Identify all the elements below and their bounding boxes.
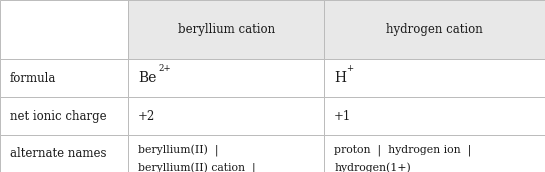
Bar xyxy=(0,0,128,59)
Text: +2: +2 xyxy=(138,110,155,123)
Text: alternate names: alternate names xyxy=(10,147,106,160)
Text: beryllium(II)  |: beryllium(II) | xyxy=(138,144,219,157)
Text: hydrogen(1+): hydrogen(1+) xyxy=(334,163,411,172)
Bar xyxy=(0,97,128,135)
Bar xyxy=(324,97,545,135)
Text: beryllium(II) cation  |: beryllium(II) cation | xyxy=(138,163,256,172)
Bar xyxy=(0,59,128,97)
Text: beryllium cation: beryllium cation xyxy=(178,23,275,36)
Text: proton  |  hydrogen ion  |: proton | hydrogen ion | xyxy=(334,144,471,156)
Bar xyxy=(324,135,545,172)
Text: H: H xyxy=(334,71,346,85)
Bar xyxy=(128,97,324,135)
Text: Be: Be xyxy=(138,71,156,85)
Bar xyxy=(0,135,128,172)
Text: hydrogen cation: hydrogen cation xyxy=(386,23,483,36)
Bar xyxy=(128,59,324,97)
Text: net ionic charge: net ionic charge xyxy=(10,110,106,123)
Text: +: + xyxy=(346,64,353,73)
Text: 2+: 2+ xyxy=(159,64,171,73)
Bar xyxy=(128,0,324,59)
Bar xyxy=(324,0,545,59)
Bar xyxy=(128,135,324,172)
Text: +1: +1 xyxy=(334,110,352,123)
Text: formula: formula xyxy=(10,72,56,85)
Bar xyxy=(324,59,545,97)
